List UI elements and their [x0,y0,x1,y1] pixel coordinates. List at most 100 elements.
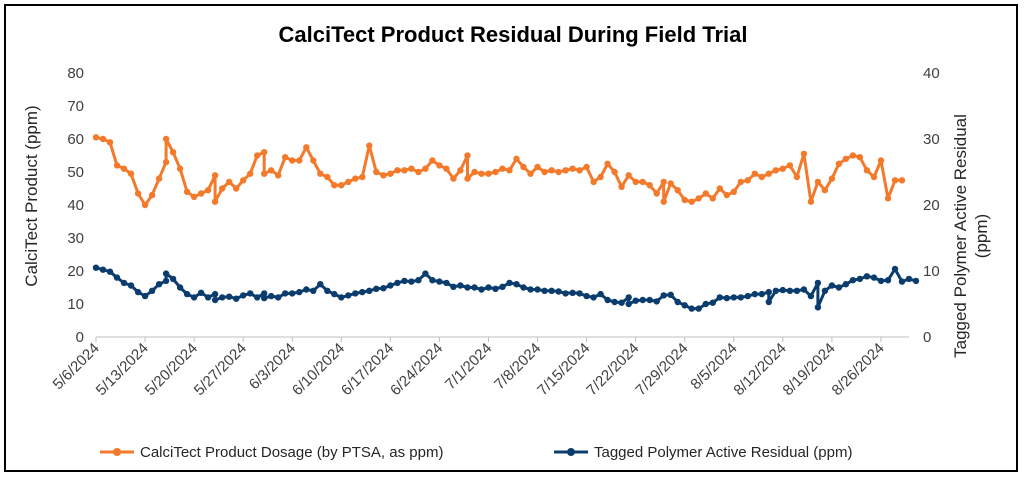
data-point [296,288,303,296]
data-point [835,160,843,167]
data-point [863,273,871,280]
data-point [183,290,191,298]
data-point [155,281,163,288]
data-point [856,275,864,283]
data-point [597,173,604,181]
data-point [702,300,709,308]
data-point [387,282,394,289]
data-point [366,287,373,294]
x-tick-label: 8/19/2024 [780,340,839,399]
data-point [141,201,149,209]
data-point [211,290,219,298]
data-point [310,287,317,294]
data-point [702,190,709,197]
data-point [310,157,317,164]
data-point [632,297,639,304]
data-point [548,167,555,174]
data-point [625,172,632,179]
data-point [443,279,450,287]
data-point [92,264,100,271]
data-point [800,286,808,293]
data-point [331,290,338,298]
data-point [148,191,156,199]
data-point [674,187,681,194]
data-point [695,195,702,202]
data-point [905,275,913,283]
legend: CalciTect Product Dosage (by PTSA, as pp… [100,444,852,461]
y-tick-label: 70 [67,98,84,115]
data-point [282,290,289,297]
data-point [520,284,527,291]
data-point [849,152,857,159]
data-point [345,292,352,299]
data-point [828,175,836,182]
data-point [401,167,408,174]
data-point [247,170,254,177]
x-tick-label: 5/20/2024 [142,340,201,399]
data-point [261,170,268,177]
data-point [681,302,688,309]
data-point [730,188,737,195]
data-point [793,287,801,294]
data-point [569,289,576,296]
data-point [176,165,184,172]
data-point [856,154,864,161]
data-point [737,178,744,186]
data-point [268,292,275,300]
data-point [436,162,443,169]
data-point [162,270,170,277]
data-point [506,167,513,174]
data-point [324,287,331,294]
series-left [92,134,906,209]
data-point [254,152,261,159]
data-point [162,158,170,166]
data-point [261,294,268,302]
legend-label: CalciTect Product Dosage (by PTSA, as pp… [140,444,443,461]
x-tick-label: 5/27/2024 [191,340,250,399]
data-point [870,173,878,181]
data-point [464,284,471,291]
data-point [478,286,485,293]
data-point [625,294,632,301]
data-point [296,157,303,164]
data-point [303,144,310,151]
data-point [779,165,786,172]
data-point [380,172,387,179]
data-point [331,182,338,189]
data-point [604,296,611,304]
x-tick-label: 7/29/2024 [632,340,691,399]
data-point [338,182,345,189]
data-point [113,162,121,169]
data-point [162,135,170,143]
data-point [492,285,499,292]
data-point [162,277,170,285]
data-point [226,178,233,186]
y-tick-label: 80 [67,65,84,82]
data-point [555,288,562,295]
data-point [499,283,506,290]
data-point [891,177,899,184]
data-point [667,291,674,298]
data-point [632,178,639,186]
data-point [688,198,695,205]
data-point [450,283,457,290]
x-tick-label: 7/15/2024 [534,340,593,399]
data-point [359,288,366,296]
data-point [127,282,135,289]
data-point [120,165,128,172]
data-point [317,281,324,288]
chart-title: CalciTect Product Residual During Field … [278,22,747,47]
data-point [106,268,114,275]
data-point [863,167,871,174]
data-point [443,165,450,172]
series-layer [92,134,920,312]
data-point [190,193,198,200]
data-point [555,168,562,176]
data-point [359,173,366,181]
y-tick-label: 50 [67,164,84,181]
data-point [870,274,878,281]
data-point [842,281,850,288]
data-point [345,178,352,186]
x-tick-label: 8/12/2024 [730,340,789,399]
data-point [120,279,128,287]
